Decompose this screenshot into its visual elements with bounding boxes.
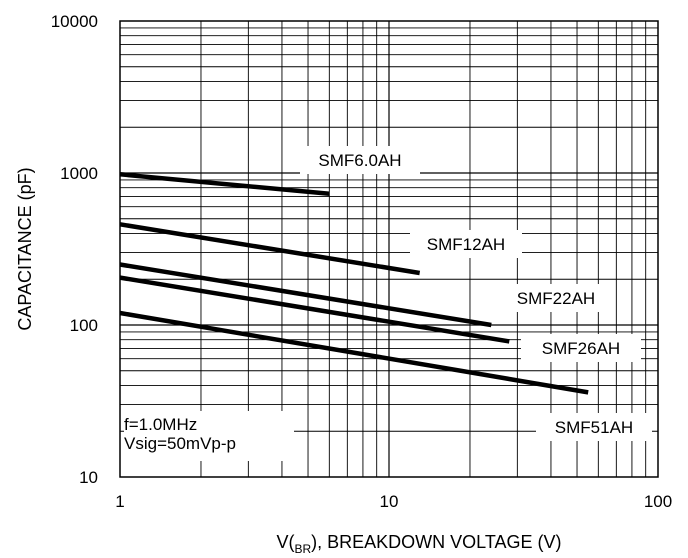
annotation-line: f=1.0MHz [124, 415, 197, 434]
x-tick-label: 10 [380, 492, 399, 511]
series-label-bg [536, 413, 652, 441]
series-label: SMF26AH [542, 339, 620, 358]
series-label-bg [500, 284, 612, 312]
y-tick-labels: 10 100 1000 10000 [51, 12, 98, 487]
series-line [119, 262, 492, 328]
x-axis-label-pre: V [276, 532, 288, 552]
series-line [119, 275, 510, 344]
y-tick-label: 10 [79, 468, 98, 487]
y-tick-label: 100 [70, 316, 98, 335]
series-labels: SMF6.0AH SMF12AH SMF22AH SMF26AH SMF51AH [300, 146, 652, 441]
x-tick-labels: 1 10 100 [115, 492, 672, 511]
y-tick-label: 10000 [51, 12, 98, 31]
y-axis-label: CAPACITANCE (pF) [15, 167, 35, 330]
x-axis-label-sub: BR [294, 542, 311, 556]
x-tick-label: 1 [115, 492, 124, 511]
x-axis-label-close: ) [311, 532, 317, 552]
series-label-bg [410, 230, 522, 258]
series-label: SMF6.0AH [318, 151, 401, 170]
series-group [119, 172, 589, 395]
annotation-bg [124, 411, 294, 461]
series-label: SMF12AH [427, 235, 505, 254]
series-label-bg [300, 146, 420, 174]
series-line [119, 310, 589, 395]
x-axis-label-open: ( [288, 532, 294, 552]
series-label: SMF22AH [517, 289, 595, 308]
grid [120, 21, 658, 477]
plot-frame [119, 20, 659, 478]
x-axis-label-post: , BREAKDOWN VOLTAGE (V) [317, 532, 561, 552]
x-axis-label: V(BR), BREAKDOWN VOLTAGE (V) [276, 532, 561, 556]
annotation-line: Vsig=50mVp-p [124, 434, 236, 453]
series-line [119, 172, 330, 197]
series-label: SMF51AH [555, 418, 633, 437]
series-line [119, 222, 421, 276]
x-tick-label: 100 [644, 492, 672, 511]
y-tick-label: 1000 [60, 164, 98, 183]
series-label-bg [521, 334, 641, 362]
